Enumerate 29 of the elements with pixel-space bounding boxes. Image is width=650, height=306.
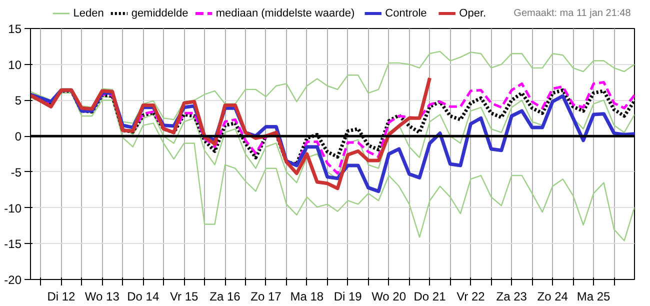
legend-label: Controle — [385, 8, 427, 20]
y-tick-label: -20 — [4, 273, 22, 287]
x-tick-label: Vr 22 — [456, 290, 486, 304]
legend-label: Leden — [73, 8, 104, 20]
x-tick-label: Do 21 — [414, 290, 446, 304]
x-tick-label: Vr 15 — [170, 290, 199, 304]
x-tick-label: Ma 18 — [290, 290, 324, 304]
y-tick-label: -10 — [4, 201, 22, 216]
y-tick-label: 15 — [8, 22, 22, 36]
legend-label: gemiddelde — [131, 8, 188, 20]
text: Gemaakt: ma 11 jan 21:48 — [514, 8, 632, 19]
x-tick-label: Za 23 — [496, 290, 528, 304]
legend-label: mediaan (middelste waarde) — [216, 8, 355, 20]
y-tick-label: 0 — [14, 130, 22, 144]
legend-label: Oper. — [459, 8, 486, 20]
x-tick-label: Do 14 — [127, 290, 160, 304]
x-tick-label: Wo 13 — [84, 290, 120, 304]
x-tick-label: Zo 24 — [537, 290, 568, 304]
x-tick-label: Zo 17 — [250, 290, 282, 304]
x-tick-label: Di 19 — [334, 290, 362, 304]
x-tick-label: Ma 25 — [576, 290, 611, 304]
y-tick-label: 10 — [8, 58, 22, 72]
y-tick-label: -5 — [10, 165, 22, 180]
x-tick-label: Di 12 — [47, 290, 76, 304]
x-tick-label: Za 16 — [210, 290, 241, 304]
line-series — [30, 76, 432, 190]
x-tick-label: Wo 20 — [372, 290, 406, 304]
y-tick-label: -15 — [4, 237, 22, 252]
y-tick-label: 5 — [14, 94, 22, 108]
